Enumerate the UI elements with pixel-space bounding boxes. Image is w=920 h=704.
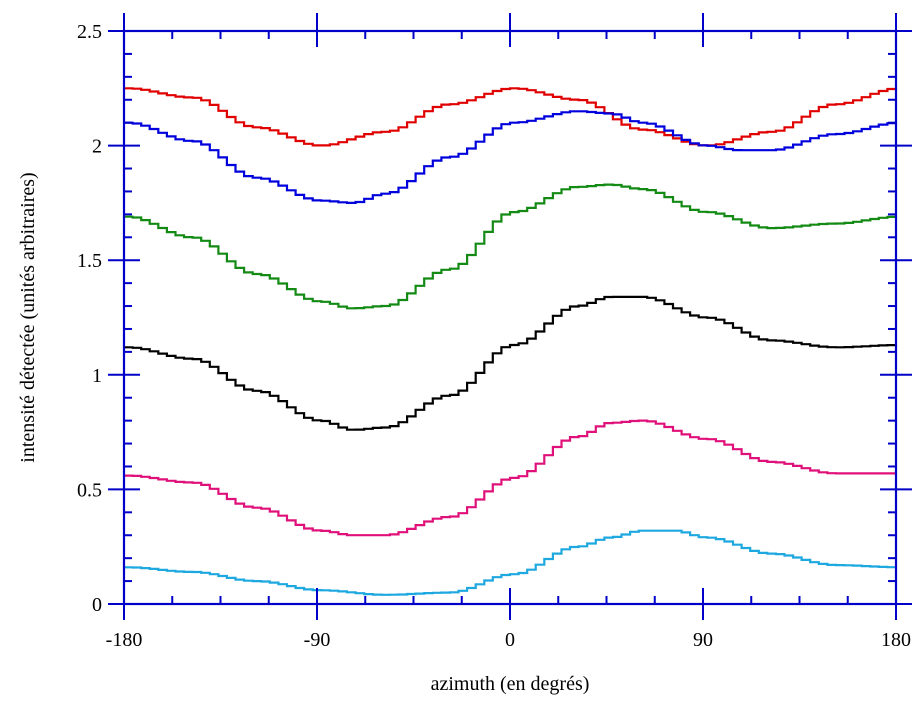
y-tick-label: 2 (92, 136, 102, 158)
labels-layer: -180 -90 0 90 180 0 0.5 1 1.5 2 2.5 (77, 21, 911, 651)
y-tick-label: 1 (92, 365, 102, 387)
x-tick-label: -90 (304, 629, 331, 651)
y-axis-label: intensité détectée (unités arbitraires) (17, 172, 39, 462)
x-tick-label: -180 (106, 629, 143, 651)
series-line-6 (124, 529, 898, 596)
x-tick-label: 180 (881, 629, 911, 651)
series-layer (124, 87, 898, 596)
x-tick-label: 0 (505, 629, 515, 651)
x-tick-label: 90 (693, 629, 713, 651)
series-line-5 (124, 419, 896, 537)
ticks-layer (108, 13, 912, 620)
y-tick-label: 0.5 (77, 479, 102, 501)
y-tick-label: 2.5 (77, 21, 102, 43)
y-tick-label: 0 (92, 594, 102, 616)
x-axis-label: azimuth (en degrés) (431, 673, 590, 695)
plot-frame (122, 29, 898, 606)
series-line-4 (124, 295, 898, 431)
series-line-2 (124, 110, 898, 204)
y-tick-label: 1.5 (77, 250, 102, 272)
series-line-1 (124, 87, 898, 147)
series-line-3 (124, 183, 898, 310)
